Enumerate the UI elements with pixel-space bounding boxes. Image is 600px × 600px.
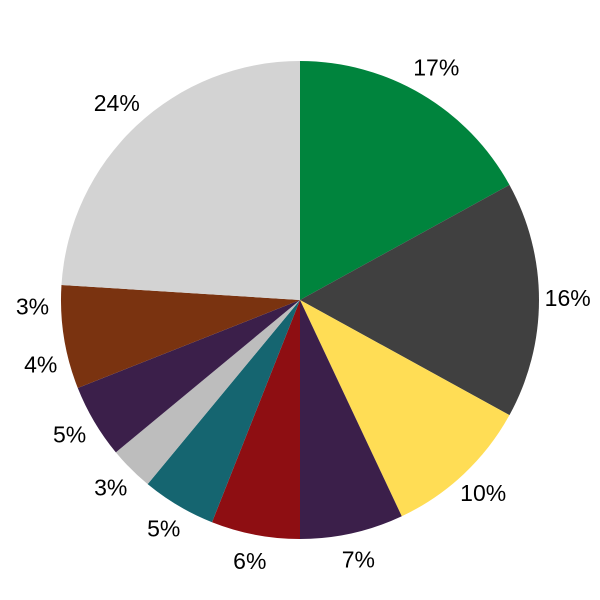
svg-text:6%: 6% (233, 548, 266, 574)
svg-text:3%: 3% (94, 474, 127, 500)
svg-text:5%: 5% (53, 421, 86, 447)
svg-text:5%: 5% (147, 515, 180, 541)
svg-text:17%: 17% (413, 55, 459, 81)
svg-text:4%: 4% (24, 352, 57, 378)
svg-text:7%: 7% (342, 546, 375, 572)
svg-text:24%: 24% (94, 90, 140, 116)
svg-text:16%: 16% (545, 285, 591, 311)
svg-text:10%: 10% (460, 480, 506, 506)
svg-text:3%: 3% (16, 293, 49, 319)
